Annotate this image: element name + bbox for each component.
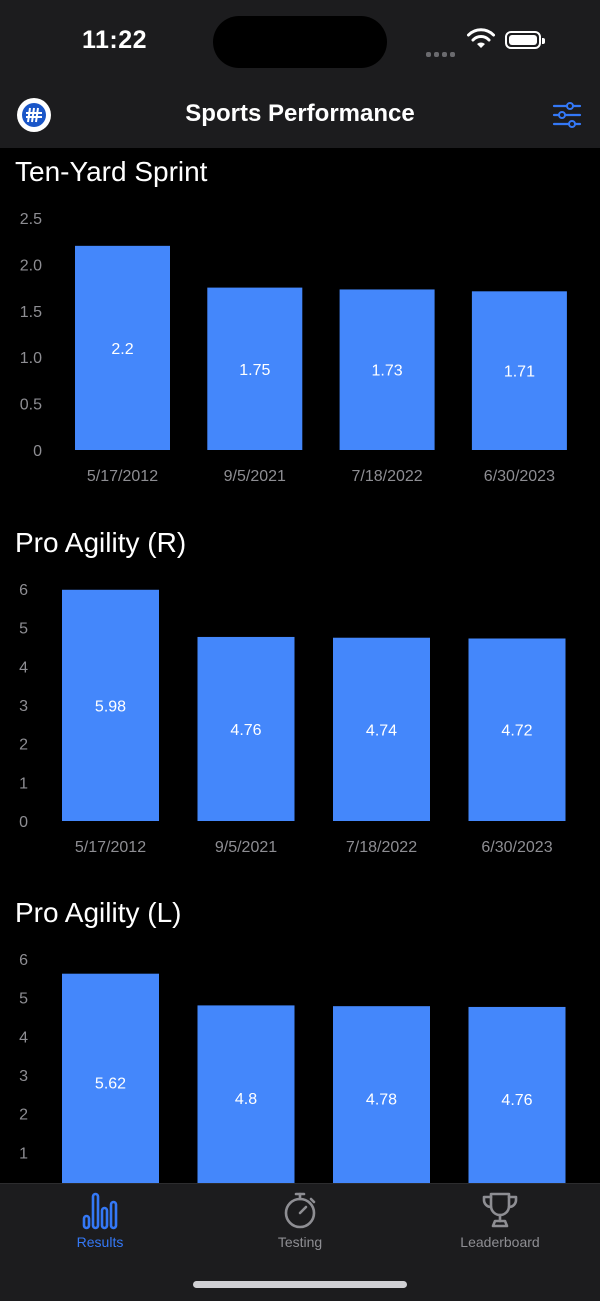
x-tick-label: 6/30/2023 — [484, 468, 555, 485]
bar-value-label: 4.72 — [501, 723, 532, 740]
y-tick-label: 0 — [33, 443, 42, 460]
y-tick-label: 6 — [19, 952, 28, 969]
tab-label: Results — [76, 1234, 124, 1250]
page-title: Sports Performance — [185, 100, 415, 127]
bar-value-label: 5.62 — [95, 1075, 126, 1092]
trophy-icon — [482, 1192, 518, 1228]
bar[interactable] — [197, 636, 295, 821]
bar-chart-icon — [82, 1192, 118, 1230]
bar-value-label: 1.75 — [239, 362, 270, 379]
x-tick-label: 5/17/2012 — [87, 468, 158, 485]
y-tick-label: 4 — [19, 659, 28, 676]
bar[interactable] — [197, 1005, 295, 1183]
y-tick-label: 0 — [19, 814, 28, 831]
x-tick-label: 7/18/2022 — [352, 468, 423, 485]
bar-value-label: 4.78 — [366, 1092, 397, 1109]
y-tick-label: 1 — [19, 775, 28, 792]
x-tick-label: 7/18/2022 — [346, 839, 417, 856]
chart-title-ten-yard-sprint: Ten-Yard Sprint — [15, 156, 208, 187]
y-tick-label: 0.5 — [20, 397, 42, 414]
y-tick-label: 2 — [19, 1107, 28, 1124]
tab-label: Leaderboard — [460, 1234, 540, 1250]
x-tick-label: 9/5/2021 — [215, 839, 277, 856]
home-indicator — [193, 1281, 407, 1288]
bar-value-label: 4.74 — [366, 722, 397, 739]
bar[interactable] — [75, 245, 170, 450]
wifi-icon — [467, 28, 495, 48]
pro-agility-l-chart: 01234565.625/17/20124.89/5/20214.787/18/… — [19, 952, 566, 1183]
y-tick-label: 4 — [19, 1029, 28, 1046]
y-tick-label: 2 — [19, 737, 28, 754]
pro-agility-r-chart: 0 1 2 3 4 5 6 5.98 5/17/2012 4.76 9/5/2021 4.74 7/18… — [19, 582, 566, 856]
bar-value-label: 4.8 — [235, 1091, 257, 1108]
tab-label: Testing — [277, 1234, 323, 1250]
bar[interactable] — [207, 287, 303, 450]
y-tick-label: 3 — [19, 1068, 28, 1085]
chart-title-pro-agility-r: Pro Agility (R) — [15, 527, 187, 558]
bar[interactable] — [468, 1006, 566, 1183]
stopwatch-icon — [284, 1192, 316, 1229]
y-tick-label: 3 — [19, 698, 28, 715]
bar-value-label: 1.73 — [372, 363, 403, 380]
x-tick-label: 5/17/2012 — [75, 839, 146, 856]
y-tick-label: 1 — [19, 1145, 28, 1162]
bar[interactable] — [339, 289, 435, 450]
app-logo-icon[interactable] — [17, 98, 51, 132]
y-tick-label: 5 — [19, 621, 28, 638]
bar[interactable] — [468, 638, 566, 821]
bar[interactable] — [62, 973, 159, 1183]
y-tick-label: 5 — [19, 991, 28, 1008]
bar[interactable] — [62, 589, 159, 821]
x-tick-label: 6/30/2023 — [481, 839, 552, 856]
bar-value-label: 2.2 — [111, 341, 133, 358]
dynamic-island — [213, 16, 387, 68]
bar[interactable] — [333, 1006, 430, 1183]
navigation-bar: Sports Performance — [0, 84, 600, 148]
bar[interactable] — [471, 291, 567, 450]
y-tick-label: 2.5 — [20, 211, 42, 228]
y-tick-label: 1.5 — [20, 304, 42, 321]
y-tick-label: 1.0 — [20, 350, 42, 367]
ten-yard-sprint-chart: 0 0.5 1.0 1.5 2.0 2.5 2.2 5/17/2012 1.75 9/5/2021… — [20, 211, 567, 485]
filter-sliders-icon[interactable] — [552, 101, 582, 129]
y-tick-label: 6 — [19, 582, 28, 599]
bar-value-label: 1.71 — [504, 364, 535, 381]
bar-value-label: 5.98 — [95, 698, 126, 715]
results-scroll-view[interactable]: Ten-Yard Sprint 0 0.5 1.0 1.5 2.0 2.5 2.2 5/17/… — [0, 148, 600, 1183]
chart-title-pro-agility-l: Pro Agility (L) — [15, 897, 182, 928]
bar[interactable] — [333, 637, 430, 821]
status-time: 11:22 — [82, 26, 148, 54]
status-bar: 11:22 — [0, 0, 600, 84]
battery-icon — [505, 31, 545, 49]
cellular-signal-icon — [426, 44, 458, 62]
x-tick-label: 9/5/2021 — [224, 468, 286, 485]
bar-value-label: 4.76 — [230, 722, 261, 739]
bar-value-label: 4.76 — [501, 1092, 532, 1109]
y-tick-label: 2.0 — [20, 257, 42, 274]
